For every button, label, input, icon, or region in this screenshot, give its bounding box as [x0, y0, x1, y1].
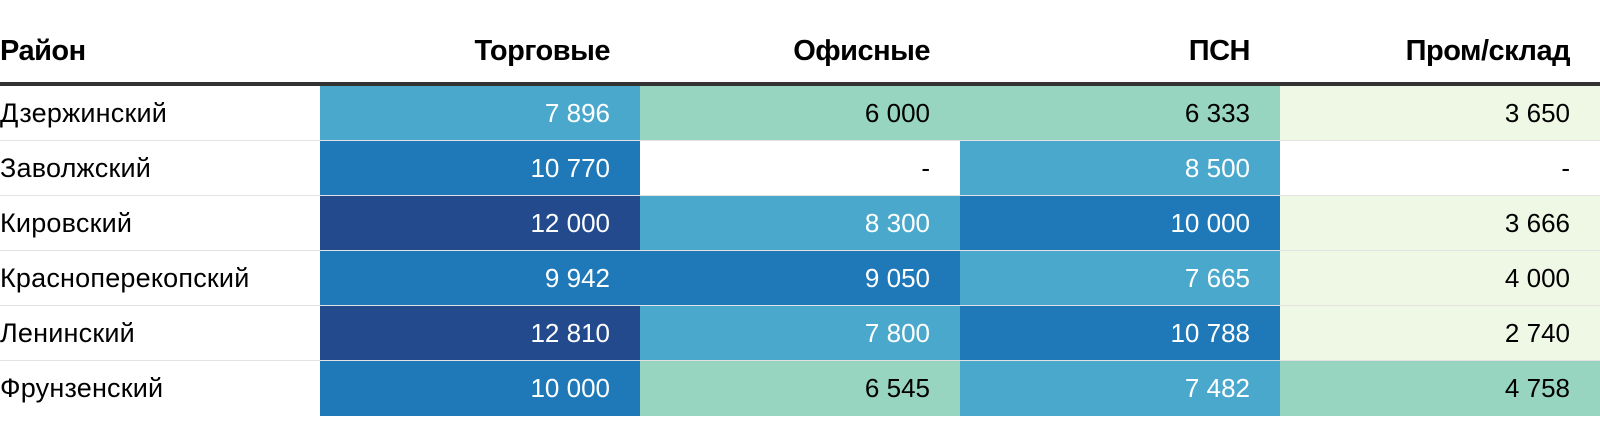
row-label: Кировский — [0, 207, 133, 238]
row-label: Дзержинский — [0, 97, 168, 128]
table-row: Дзержинский 7 896 6 000 6 333 3 650 — [0, 86, 1600, 141]
table-body: Дзержинский 7 896 6 000 6 333 3 650 Заволжски… — [0, 86, 1600, 416]
table-cell: 8 300 — [640, 196, 960, 250]
table-row: Фрунзенский 10 000 6 545 7 482 4 758 — [0, 361, 1600, 416]
table-cell: 6 000 — [640, 86, 960, 140]
table-cell: 10 788 — [960, 306, 1280, 360]
table-cell: 6 545 — [640, 361, 960, 416]
row-label: Заволжский — [0, 152, 152, 183]
column-header-district: Район — [0, 34, 86, 67]
table-row: Красноперекопский 9 942 9 050 7 665 4 000 — [0, 251, 1600, 306]
table-cell: 4 000 — [1280, 251, 1600, 305]
table-cell: 4 758 — [1280, 361, 1600, 416]
table-cell: 7 800 — [640, 306, 960, 360]
table-cell: 10 770 — [320, 141, 640, 195]
table-cell: 9 942 — [320, 251, 640, 305]
table-cell: 10 000 — [320, 361, 640, 416]
table-header-row: Район Торговые Офисные ПСН Пром/склад — [0, 20, 1600, 86]
table-cell: 7 896 — [320, 86, 640, 140]
table-cell: 12 810 — [320, 306, 640, 360]
table-row: Заволжский 10 770-8 500- — [0, 141, 1600, 196]
row-label: Фрунзенский — [0, 373, 164, 403]
column-header-office: Офисные — [793, 34, 930, 67]
table-cell: 7 482 — [960, 361, 1280, 416]
table-cell: 12 000 — [320, 196, 640, 250]
table-cell: 2 740 — [1280, 306, 1600, 360]
table-row: Ленинский 12 810 7 800 10 788 2 740 — [0, 306, 1600, 361]
table-cell: - — [1280, 141, 1600, 195]
table-cell: - — [640, 141, 960, 195]
table-cell: 6 333 — [960, 86, 1280, 140]
data-table: Район Торговые Офисные ПСН Пром/склад Дз… — [0, 20, 1600, 416]
column-header-psn: ПСН — [1188, 34, 1251, 67]
column-header-retail: Торговые — [474, 34, 611, 67]
table-cell: 3 666 — [1280, 196, 1600, 250]
table-cell: 3 650 — [1280, 86, 1600, 140]
table-cell: 10 000 — [960, 196, 1280, 250]
row-label: Красноперекопский — [0, 262, 250, 293]
column-header-industrial-warehouse: Пром/склад — [1405, 34, 1571, 67]
table-row: Кировский 12 000 8 300 10 000 3 666 — [0, 196, 1600, 251]
table-cell: 9 050 — [640, 251, 960, 305]
row-label: Ленинский — [0, 317, 135, 348]
table-cell: 7 665 — [960, 251, 1280, 305]
table-cell: 8 500 — [960, 141, 1280, 195]
